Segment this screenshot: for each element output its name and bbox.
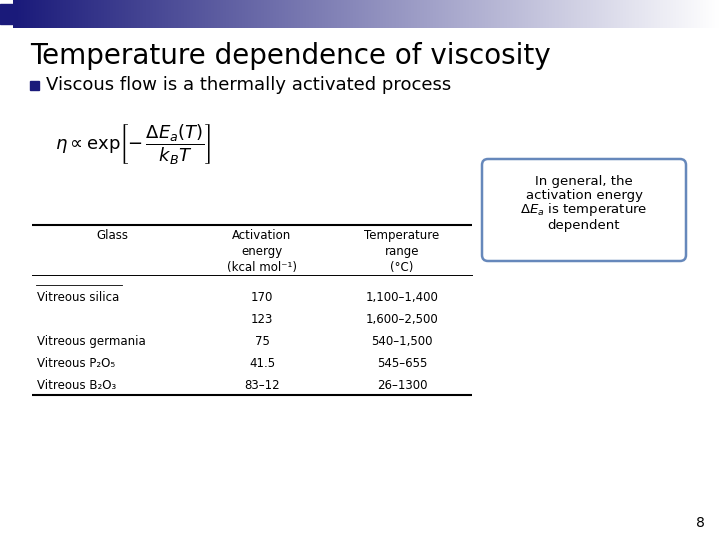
Text: Vitreous P₂O₅: Vitreous P₂O₅ xyxy=(37,357,115,370)
Text: 545–655: 545–655 xyxy=(377,357,427,370)
Text: 540–1,500: 540–1,500 xyxy=(372,335,433,348)
Text: activation energy: activation energy xyxy=(526,190,642,202)
Text: 170: 170 xyxy=(251,291,273,304)
Text: 1,600–2,500: 1,600–2,500 xyxy=(366,313,438,326)
Text: dependent: dependent xyxy=(548,219,620,232)
Text: 1,100–1,400: 1,100–1,400 xyxy=(366,291,438,304)
Text: $\eta \propto \exp\!\left[-\,\dfrac{\Delta E_a(T)}{k_B T}\right]$: $\eta \propto \exp\!\left[-\,\dfrac{\Del… xyxy=(55,122,212,166)
Text: 8: 8 xyxy=(696,516,705,530)
Text: Temperature dependence of viscosity: Temperature dependence of viscosity xyxy=(30,42,551,70)
Text: Vitreous germania: Vitreous germania xyxy=(37,335,145,348)
FancyBboxPatch shape xyxy=(482,159,686,261)
Text: In general, the: In general, the xyxy=(535,176,633,188)
Text: 41.5: 41.5 xyxy=(249,357,275,370)
Text: 83–12: 83–12 xyxy=(244,379,280,392)
Bar xyxy=(30,80,39,90)
Text: Viscous flow is a thermally activated process: Viscous flow is a thermally activated pr… xyxy=(46,76,451,94)
Text: 75: 75 xyxy=(255,335,269,348)
Text: Vitreous B₂O₃: Vitreous B₂O₃ xyxy=(37,379,116,392)
Bar xyxy=(0,4,13,24)
Text: $\Delta E_a$ is temperature: $\Delta E_a$ is temperature xyxy=(521,201,648,219)
Text: Vitreous silica: Vitreous silica xyxy=(37,291,120,304)
Text: Glass: Glass xyxy=(96,229,128,242)
Text: Temperature
range
(°C): Temperature range (°C) xyxy=(364,229,440,274)
Text: Activation
energy
(kcal mol⁻¹): Activation energy (kcal mol⁻¹) xyxy=(227,229,297,274)
Text: 123: 123 xyxy=(251,313,273,326)
Text: 26–1300: 26–1300 xyxy=(377,379,427,392)
